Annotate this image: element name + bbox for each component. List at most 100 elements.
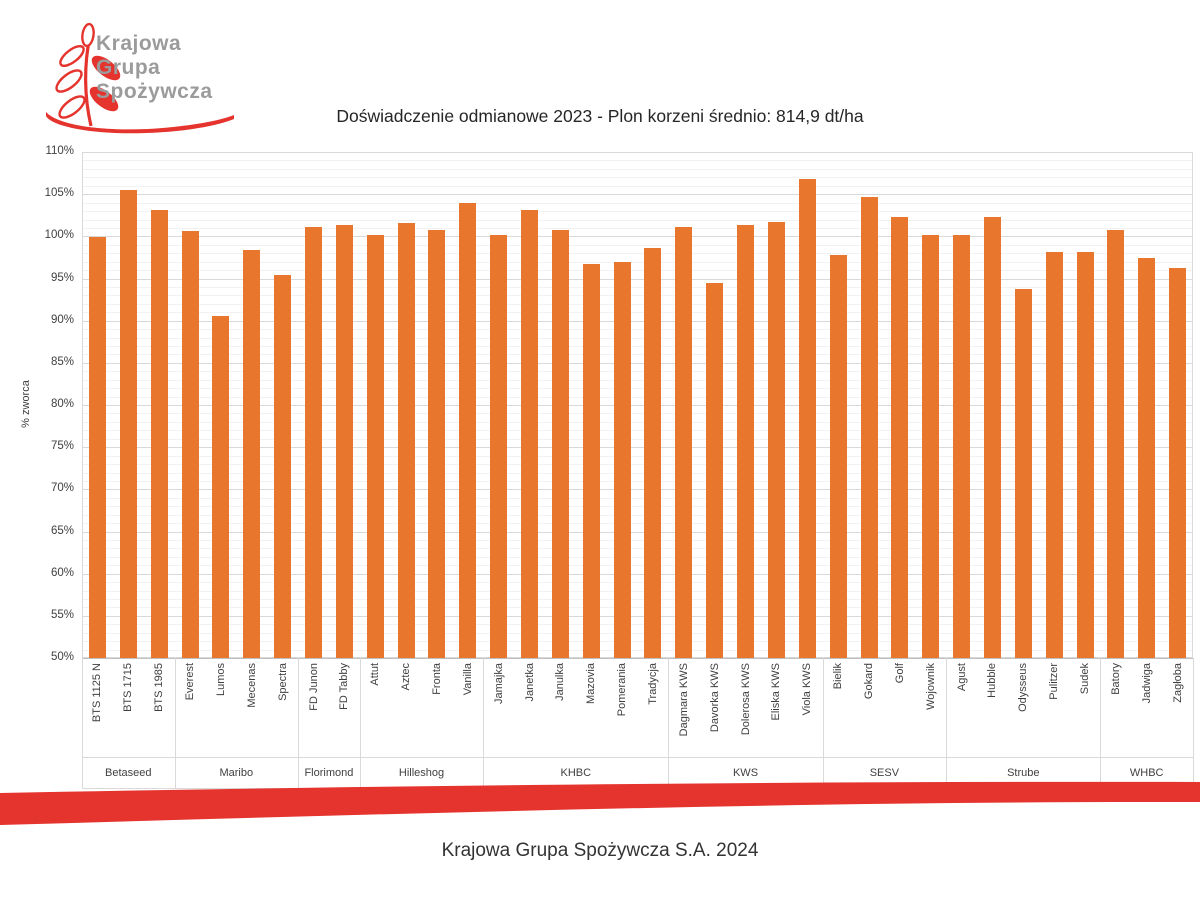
major-gridline (82, 236, 1193, 238)
bar (305, 227, 322, 658)
minor-gridline (82, 295, 1193, 297)
group-divider (1193, 658, 1194, 788)
x-category-label: Golf (893, 663, 906, 684)
minor-gridline (82, 582, 1193, 584)
y-tick-label: 105% (44, 187, 74, 200)
minor-gridline (82, 177, 1193, 179)
bar (150, 210, 168, 658)
minor-gridline (82, 523, 1193, 525)
minor-gridline (82, 185, 1193, 187)
minor-gridline (82, 506, 1193, 508)
group-divider (359, 658, 361, 788)
x-category-label: Spectra (276, 663, 289, 701)
bar (551, 229, 569, 658)
x-category-label: Sudek (1079, 663, 1091, 695)
minor-gridline (82, 312, 1193, 314)
minor-gridline (82, 539, 1193, 541)
logo: Krajowa Grupa Spożywcza (38, 22, 248, 137)
group-divider (298, 658, 299, 788)
bar (88, 237, 106, 658)
bar (860, 196, 878, 658)
major-gridline (82, 447, 1193, 449)
major-gridline (82, 194, 1193, 196)
bar (212, 316, 230, 658)
bar (613, 261, 631, 658)
x-category-label: Eliska KWS (770, 663, 783, 721)
bar (335, 225, 353, 658)
bar (459, 203, 477, 658)
minor-gridline (82, 514, 1193, 516)
minor-gridline (82, 413, 1193, 415)
x-group-label: WHBC (1129, 767, 1164, 779)
group-divider (822, 658, 824, 788)
group-divider (668, 658, 670, 788)
bar (1014, 288, 1032, 658)
x-category-label: Attut (369, 663, 382, 686)
major-gridline (82, 489, 1193, 491)
bar (274, 275, 292, 658)
minor-gridline (82, 624, 1193, 626)
minor-gridline (82, 599, 1193, 600)
x-category-label: Fronta (430, 663, 443, 695)
minor-gridline (82, 497, 1193, 499)
bar (1076, 251, 1094, 658)
minor-gridline (82, 371, 1193, 373)
x-category-label: Vanilla (461, 663, 474, 696)
bar (428, 230, 446, 658)
minor-gridline (82, 641, 1193, 643)
minor-gridline (82, 211, 1193, 212)
x-category-label: Davorka KWS (708, 663, 721, 733)
minor-gridline (82, 244, 1193, 246)
bar (737, 224, 754, 658)
minor-gridline (82, 649, 1193, 651)
x-group-label: Maribo (219, 767, 254, 779)
x-axis-line (82, 658, 1193, 659)
major-gridline (82, 615, 1193, 617)
minor-gridline (82, 438, 1193, 440)
bar (490, 234, 508, 658)
chart-title: Doświadczenie odmianowe 2023 - Plon korz… (336, 106, 864, 126)
bar (582, 264, 600, 658)
bar (366, 234, 384, 658)
x-category-label: Jamajka (492, 663, 505, 704)
x-group-label: Strube (1007, 767, 1040, 779)
y-tick-label: 50% (50, 651, 74, 663)
minor-gridline (82, 354, 1193, 356)
x-group-label: KHBC (560, 767, 592, 779)
x-category-label: BTS 1715 (122, 663, 135, 712)
bar (397, 222, 415, 658)
group-divider (1100, 658, 1102, 788)
red-ribbon (0, 781, 1200, 825)
bar (922, 234, 940, 658)
minor-gridline (82, 590, 1193, 592)
group-separator-line (82, 757, 1193, 758)
x-category-label: Lumos (214, 663, 227, 697)
y-tick-label: 55% (50, 608, 74, 621)
x-group-label: Hilleshog (398, 767, 445, 779)
logo-text-line: Spożywcza (96, 80, 213, 103)
y-tick-label: 60% (50, 566, 74, 579)
group-divider (174, 658, 176, 788)
bar (767, 222, 785, 658)
x-category-label: Mecenas (245, 663, 258, 708)
major-gridline (82, 362, 1193, 364)
major-gridline (82, 320, 1193, 322)
x-category-label: Zagłoba (1171, 663, 1184, 703)
minor-gridline (82, 303, 1193, 305)
y-tick-label: 80% (50, 398, 74, 410)
bar (706, 282, 724, 658)
x-group-label: KWS (732, 767, 759, 779)
x-category-label: Janetka (523, 663, 536, 702)
bar (891, 216, 909, 658)
y-tick-label: 100% (44, 229, 74, 242)
minor-gridline (82, 168, 1193, 170)
minor-gridline (82, 565, 1193, 567)
minor-gridline (82, 329, 1193, 331)
minor-gridline (82, 227, 1193, 229)
y-tick-label: 110% (45, 145, 74, 157)
y-tick-label: 95% (50, 271, 74, 284)
minor-gridline (82, 379, 1193, 381)
group-divider (82, 658, 83, 788)
x-category-label: Mazovia (585, 663, 598, 704)
